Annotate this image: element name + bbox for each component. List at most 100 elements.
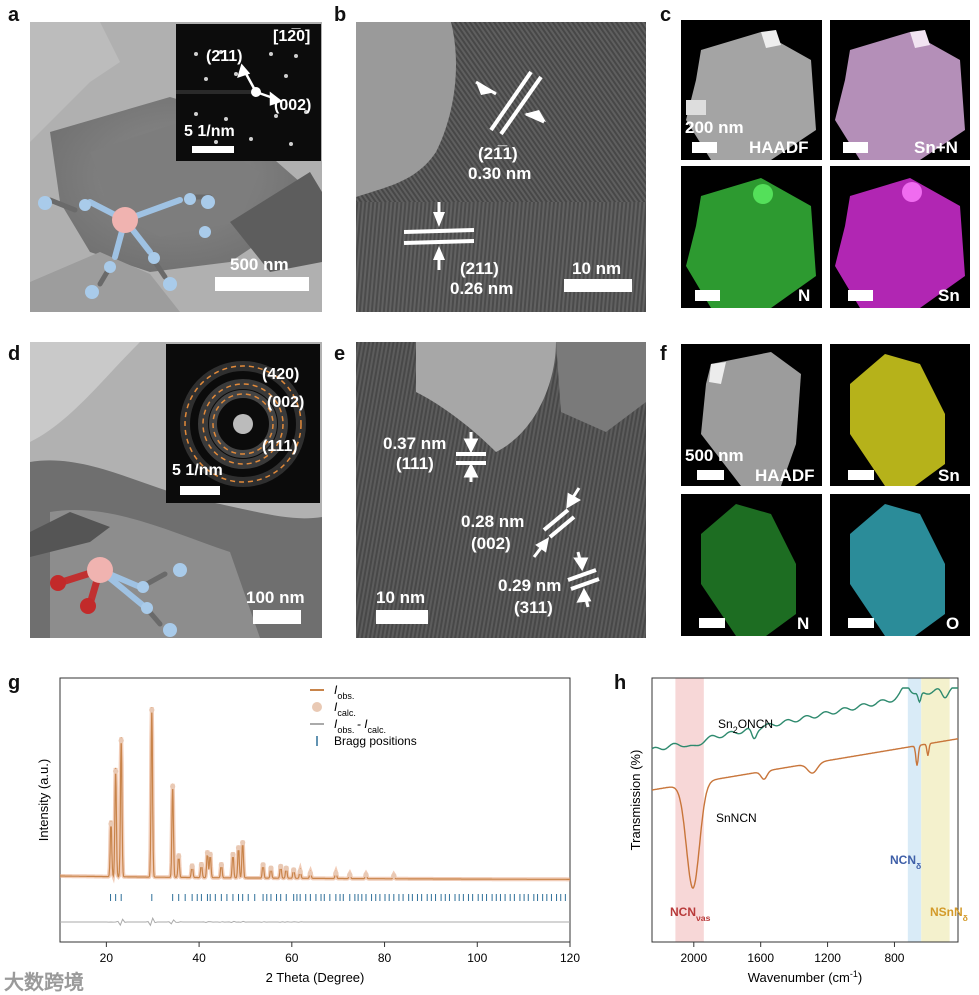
map-tile-f-n: N	[681, 494, 822, 636]
panel-label-c: c	[660, 4, 672, 26]
hrtem-image-b: (21̅1) 0.30 nm (211) 0.26 nm 10 nm	[356, 22, 646, 312]
panel-label-h: h	[614, 672, 627, 694]
diff-profile-g	[60, 916, 570, 927]
scale-bar-c-4	[848, 290, 873, 301]
band-h-1	[907, 678, 922, 942]
map-tile-c-n: N	[681, 166, 822, 308]
map-tile-c-haadf: 200 nm HAADF	[681, 20, 822, 160]
peak-point-g-19	[297, 868, 303, 875]
peak-point-g-23	[363, 872, 369, 878]
fringe1-d-b: 0.30 nm	[468, 164, 532, 183]
scale-bar-d	[253, 610, 301, 624]
panel-label-f: f	[660, 343, 667, 365]
series-label-h-0: Sn2ONCN	[718, 717, 773, 735]
peak-point-g-7	[198, 862, 205, 868]
fringe1-index-b: (21̅1)	[478, 144, 518, 163]
scale-bar-f-4	[848, 618, 874, 628]
x-tick-label-h-0: 2000	[680, 951, 707, 965]
tile-label-c-2: N	[798, 286, 811, 305]
obs-profile-g	[60, 707, 570, 880]
peak-point-g-0	[108, 821, 114, 827]
peak-point-g-18	[291, 867, 297, 873]
scale-label-f: 500 nm	[685, 446, 744, 465]
peak-point-g-10	[218, 862, 224, 868]
molecule-model-d	[50, 557, 187, 637]
y-axis-label-g: Intensity (a.u.)	[36, 759, 51, 841]
series-label-h-1: SnNCN	[716, 811, 757, 825]
panel-label-e: e	[334, 343, 346, 365]
saed-pattern-a	[176, 50, 308, 146]
peak-point-g-5	[176, 853, 182, 859]
band-h-0	[675, 678, 704, 942]
band-label-h-1: NCNδ	[890, 853, 921, 871]
peak-point-g-2	[118, 738, 124, 744]
x-tick-label-h-1: 1600	[747, 951, 774, 965]
peak-point-g-6	[189, 863, 195, 869]
panel-label-b: b	[334, 4, 347, 26]
series-line-h-1	[651, 738, 959, 890]
fringe2-i-e: (002)	[471, 534, 511, 553]
x-tick-label-g-5: 120	[560, 951, 580, 965]
watermark: 大数跨境	[4, 972, 84, 994]
tile-label-f-0: HAADF	[755, 466, 815, 485]
ring-420-d: (420)	[262, 366, 300, 383]
inset-scale-label-d: 5 1/nm	[172, 462, 223, 479]
spot-002-a: (002)	[274, 97, 312, 114]
peak-point-g-17	[283, 865, 289, 871]
band-label-h-2: NSnNδ	[930, 905, 968, 923]
scale-label-a: 500 nm	[230, 255, 289, 274]
calc-profile-g	[60, 707, 570, 884]
hrtem-texture-b	[356, 22, 646, 312]
peak-point-g-12	[235, 845, 242, 851]
scale-bar-c-2	[843, 142, 868, 153]
map-tile-c-sn: Sn	[830, 166, 970, 308]
saed-inset-a: [12̅0] (211) (002) 5 1/nm	[176, 24, 321, 161]
map-tile-f-sn: Sn	[830, 344, 970, 486]
spot-211-a: (211)	[206, 48, 243, 65]
fringe1-d-e: 0.37 nm	[383, 434, 447, 453]
inset-scale-bar-a	[192, 146, 234, 153]
scale-bar-f-2	[848, 470, 874, 480]
tile-label-f-2: N	[797, 614, 810, 633]
peak-point-g-14	[260, 862, 266, 868]
tile-label-c-0: HAADF	[749, 138, 809, 157]
x-axis-label-g: 2 Theta (Degree)	[266, 970, 365, 985]
scale-label-e: 10 nm	[376, 588, 426, 607]
hrtem-image-e: 0.37 nm (111) 0.28 nm (002) 0.29 nm (311…	[356, 342, 646, 638]
legend-label-g-3: Bragg positions	[334, 734, 417, 748]
plot-frame-h	[651, 677, 959, 943]
scale-bar-e	[376, 610, 428, 624]
panel-label-a: a	[8, 4, 20, 26]
scale-label-c: 200 nm	[685, 118, 744, 137]
plot-frame-g	[59, 677, 571, 943]
fringe2-d-e: 0.28 nm	[461, 512, 525, 531]
peak-point-g-11	[230, 851, 236, 858]
fringe1-i-e: (111)	[396, 454, 434, 473]
ftir-chart: 2000 1600 1200 800 Wavenumber (cm-1) Transmis…	[628, 677, 968, 985]
peak-point-g-24	[391, 873, 397, 879]
x-tick-label-g-0: 20	[100, 951, 114, 965]
map-tile-c-snn: Sn+N	[830, 20, 970, 160]
zone-axis-a: [12̅0]	[273, 28, 311, 45]
scale-bar-f-3	[699, 618, 725, 628]
ring-002-d: (002)	[267, 394, 305, 411]
peak-point-g-21	[333, 870, 339, 876]
series-line-h-0	[651, 687, 958, 751]
inset-scale-label-a: 5 1/nm	[184, 123, 235, 140]
peak-point-g-15	[268, 865, 274, 871]
fft-rings-d	[180, 361, 306, 487]
scale-bar-b	[564, 279, 632, 292]
x-tick-label-g-1: 40	[192, 951, 206, 965]
band-label-h-0: NCNνas	[670, 905, 711, 923]
scale-label-d: 100 nm	[246, 588, 305, 607]
y-axis-label-h: Transmission (%)	[628, 750, 643, 851]
peak-point-g-16	[278, 863, 284, 869]
peak-point-g-4	[170, 783, 176, 790]
xrd-chart: 20 40 60 80 100 120 2 Theta (Degree) Intensity …	[36, 677, 580, 985]
peak-point-g-9	[207, 851, 213, 858]
panel-label-g: g	[8, 672, 21, 694]
tile-label-c-1: Sn+N	[914, 138, 958, 157]
fringe2-d-b: 0.26 nm	[450, 279, 514, 298]
scale-label-b: 10 nm	[572, 259, 622, 278]
scale-bar-f	[697, 470, 724, 480]
